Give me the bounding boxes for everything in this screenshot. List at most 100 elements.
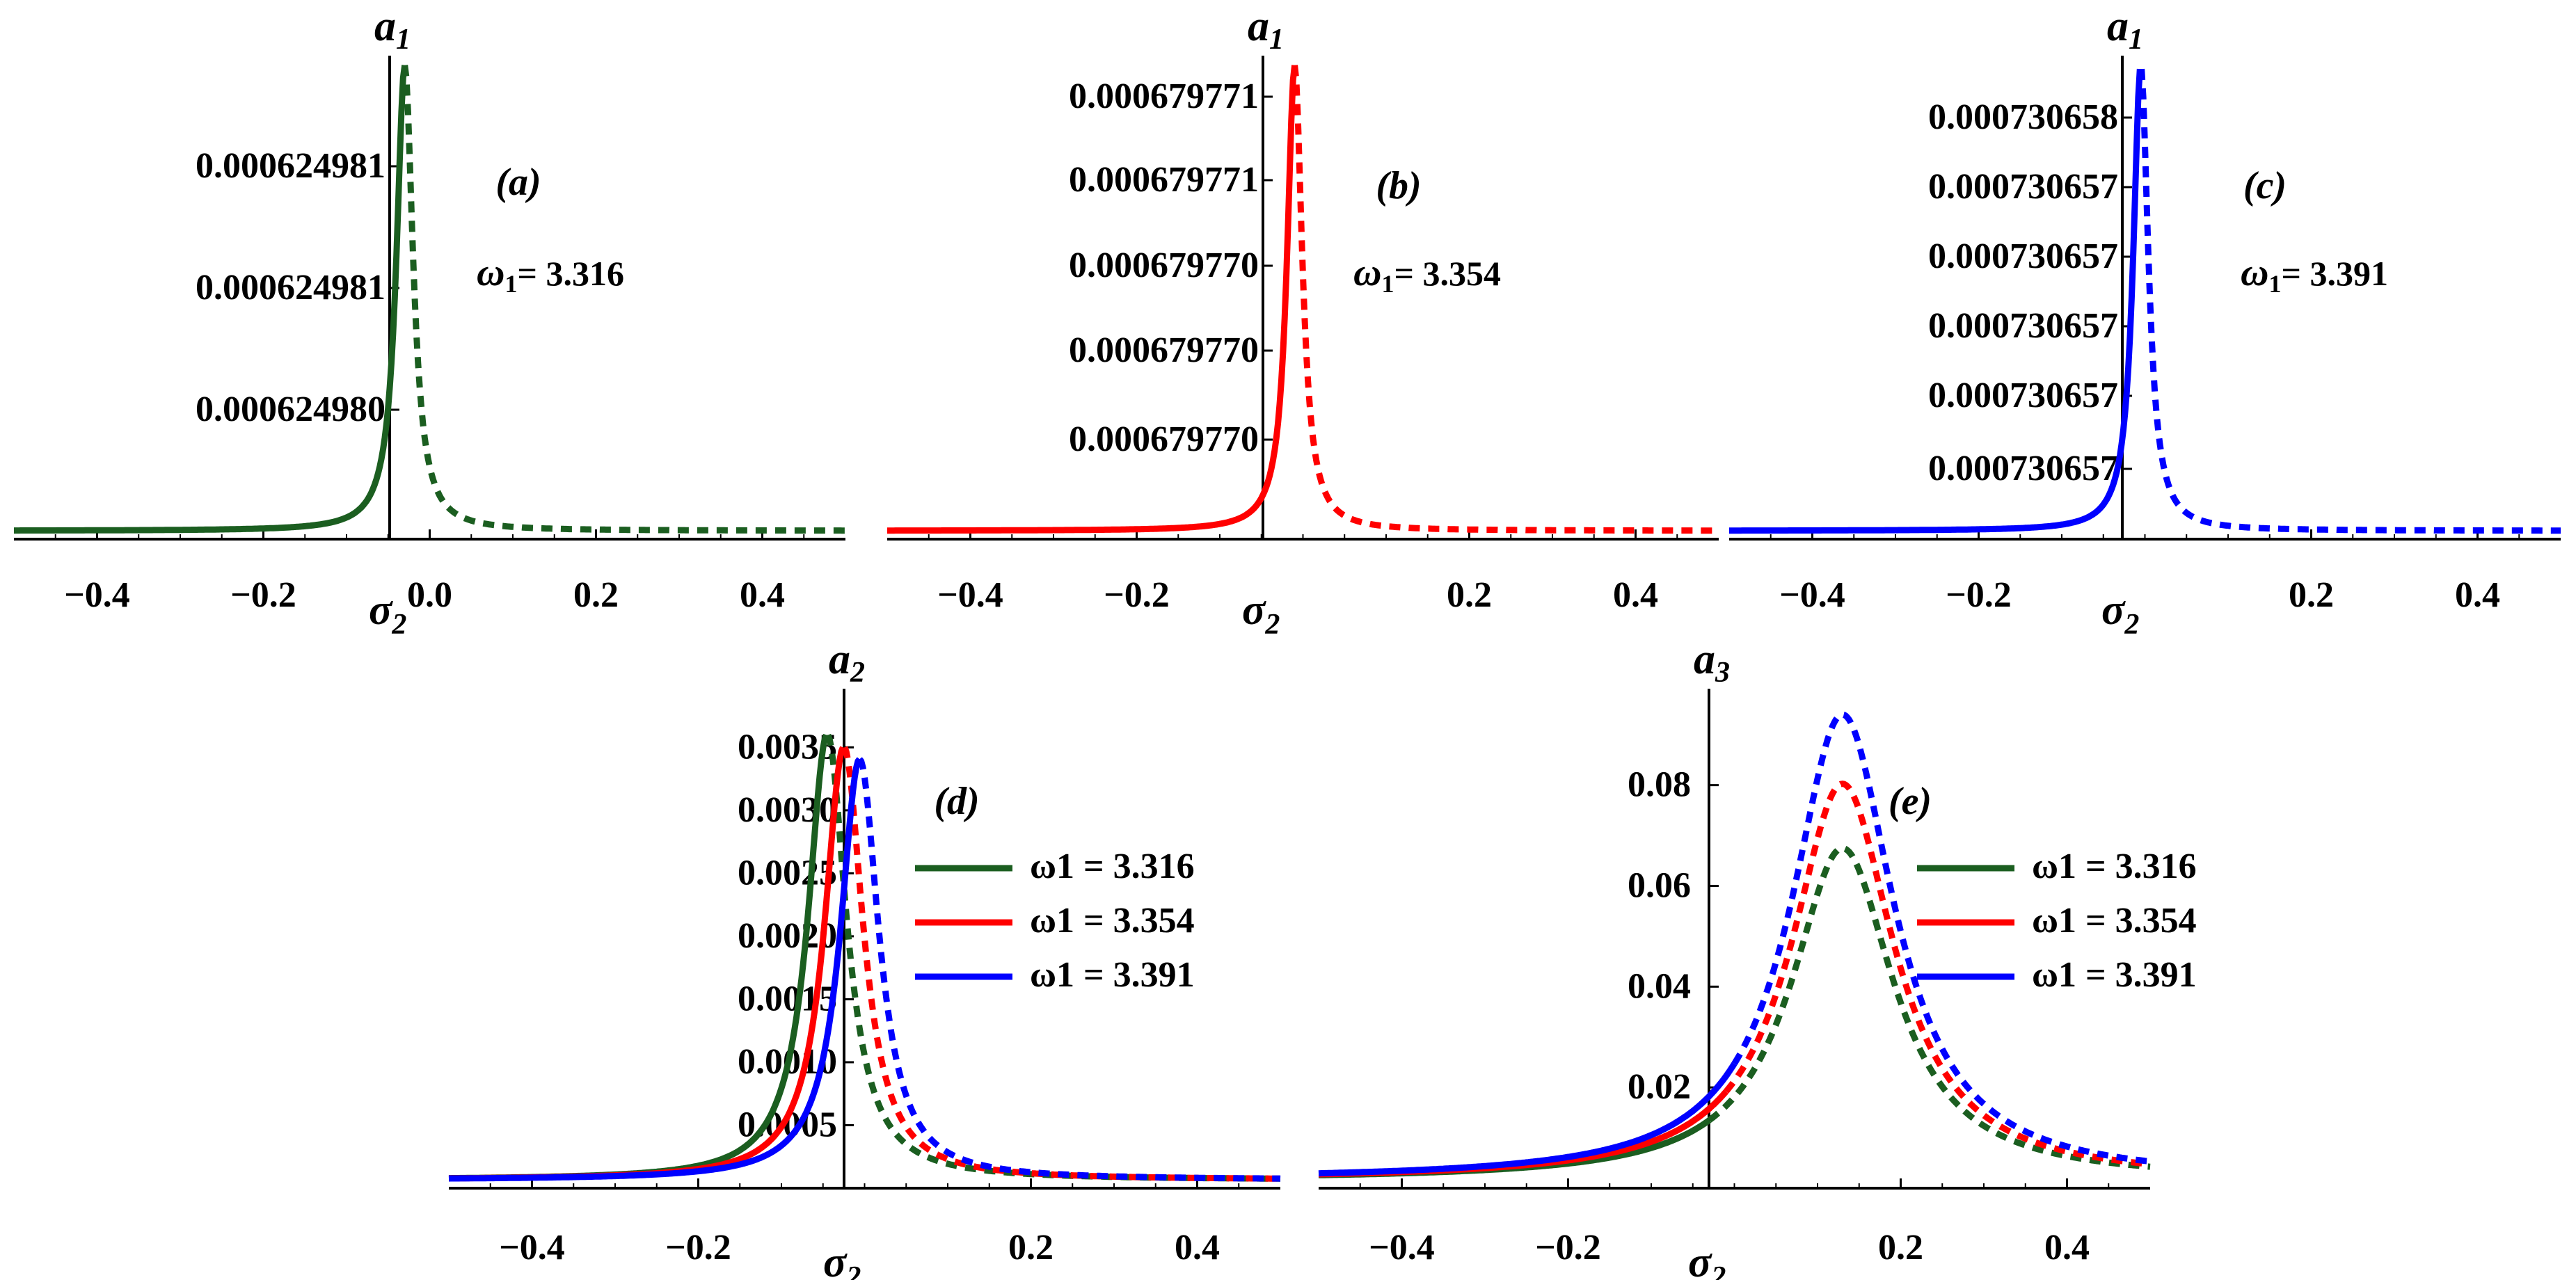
omega-sub: 1 xyxy=(505,270,518,298)
y-axis-symbol: a xyxy=(2107,3,2129,50)
x-tick-label: −0.2 xyxy=(665,1228,731,1267)
x-tick-label: 0.2 xyxy=(1447,575,1492,615)
y-tick-label: 0.000679771 xyxy=(1069,77,1259,116)
x-tick-label: 0.4 xyxy=(1175,1228,1220,1267)
panel-a: −0.4 −0.2 0.0 0.2 0.4σ2a10.0006249810.000624… xyxy=(12,3,845,641)
x-tick-label: −0.2 xyxy=(1104,575,1170,615)
series-1-unstable xyxy=(1291,65,1719,534)
x-axis-sub: 2 xyxy=(1710,1261,1726,1280)
series-1-stable xyxy=(885,65,1298,534)
y-axis-name: a1 xyxy=(2107,3,2143,56)
x-axis-symbol: σ xyxy=(2101,586,2126,634)
y-axis-sub: 2 xyxy=(850,657,865,689)
x-tick-label: 0.2 xyxy=(1008,1228,1054,1267)
x-tick-label: 0.4 xyxy=(1613,575,1658,615)
y-tick-label: 0.000730657 xyxy=(1928,237,2118,276)
y-tick-label: 0.000624981 xyxy=(196,268,385,307)
omega-symbol: ω xyxy=(2241,251,2269,294)
x-axis-symbol: σ xyxy=(369,586,393,634)
x-axis-symbol: σ xyxy=(1242,586,1266,634)
y-axis-name: a3 xyxy=(1694,636,1730,689)
y-tick-label: 0.000679771 xyxy=(1069,160,1259,200)
legend-label: ω1 = 3.354 xyxy=(1030,901,1195,941)
panel-c: −0.4 −0.2 0.2 0.4σ2a10.0007306580.000730657… xyxy=(1727,3,2561,641)
panel-tag: (e) xyxy=(1889,780,1932,823)
x-tick-label: −0.4 xyxy=(499,1228,565,1267)
x-tick-label: 0.0 xyxy=(407,575,452,615)
omega-value: = 3.354 xyxy=(1394,254,1502,293)
y-tick-label: 0.06 xyxy=(1628,865,1691,905)
x-axis-name: σ2 xyxy=(2101,586,2139,641)
y-axis-sub: 1 xyxy=(2129,24,2143,56)
x-tick-label: 0.2 xyxy=(2289,575,2334,615)
omega-symbol: ω xyxy=(1353,251,1382,294)
x-tick-label: −0.2 xyxy=(1946,575,2012,615)
legend-label: ω1 = 3.316 xyxy=(2032,847,2197,886)
x-tick-label: 0.4 xyxy=(740,575,785,615)
y-tick-label: 0.000730657 xyxy=(1928,449,2118,488)
omega-annotation: ω1= 3.316 xyxy=(477,251,624,298)
y-tick-label: 0.04 xyxy=(1628,966,1691,1006)
x-axis-name: σ2 xyxy=(369,586,406,641)
panel-tag: (d) xyxy=(934,780,979,823)
y-axis-name: a2 xyxy=(829,636,865,689)
x-tick-label: −0.2 xyxy=(230,575,296,615)
series-1-unstable xyxy=(1707,845,2151,1170)
y-axis-symbol: a xyxy=(1694,636,1715,683)
y-tick-label: 0.000679770 xyxy=(1069,419,1259,459)
y-tick-label: 0.0025 xyxy=(738,853,837,893)
x-axis-name: σ2 xyxy=(823,1239,861,1280)
x-axis-symbol: σ xyxy=(1688,1239,1712,1280)
y-tick-label: 0.000679770 xyxy=(1069,246,1259,285)
x-tick-label: −0.4 xyxy=(64,575,130,615)
y-tick-label: 0.000730657 xyxy=(1928,306,2118,346)
panel-d: −0.4 −0.2 0.2 0.4σ2a20.00050.00100.00150.00… xyxy=(447,636,1281,1280)
y-tick-label: 0.0030 xyxy=(738,790,837,830)
series-3-unstable xyxy=(857,757,1281,1182)
y-tick-label: 0.08 xyxy=(1628,765,1691,805)
series-3-unstable xyxy=(1731,711,2151,1165)
y-axis-symbol: a xyxy=(374,3,396,50)
omega-annotation: ω1= 3.391 xyxy=(2241,251,2388,298)
series-2-unstable xyxy=(1724,781,2151,1167)
legend-label: ω1 = 3.316 xyxy=(1030,847,1195,886)
x-tick-label: 0.2 xyxy=(1878,1228,1923,1267)
x-axis-name: σ2 xyxy=(1688,1239,1726,1280)
x-tick-label: 0.4 xyxy=(2455,575,2500,615)
series-3-stable xyxy=(1317,1062,1738,1177)
y-tick-label: 0.000730657 xyxy=(1928,376,2118,415)
x-tick-label: −0.4 xyxy=(1369,1228,1435,1267)
y-axis-sub: 3 xyxy=(1715,657,1730,689)
y-axis-name: a1 xyxy=(1248,3,1284,56)
y-tick-label: 0.000730657 xyxy=(1928,167,2118,207)
omega-value: = 3.391 xyxy=(2282,254,2389,293)
y-axis-name: a1 xyxy=(374,3,411,56)
panel-tag: (c) xyxy=(2243,164,2287,207)
y-axis-sub: 1 xyxy=(1269,24,1284,56)
omega-symbol: ω xyxy=(477,251,505,294)
x-tick-label: −0.2 xyxy=(1535,1228,1601,1267)
y-tick-label: 0.02 xyxy=(1628,1067,1691,1107)
x-axis-sub: 2 xyxy=(845,1261,861,1280)
y-axis-symbol: a xyxy=(1248,3,1269,50)
x-tick-label: 0.2 xyxy=(573,575,619,615)
legend-label: ω1 = 3.391 xyxy=(2032,955,2197,995)
panel-tag: (a) xyxy=(495,161,541,204)
legend-label: ω1 = 3.354 xyxy=(2032,901,2197,941)
y-tick-label: 0.000624981 xyxy=(196,146,385,186)
x-axis-sub: 2 xyxy=(1264,609,1280,641)
series-1-unstable xyxy=(401,65,845,534)
panel-tag: (b) xyxy=(1376,164,1421,207)
omega-value: = 3.316 xyxy=(518,254,625,293)
x-tick-label: 0.4 xyxy=(2044,1228,2090,1267)
y-tick-label: 0.000730658 xyxy=(1928,97,2118,137)
omega-sub: 1 xyxy=(2269,270,2282,298)
legend-label: ω1 = 3.391 xyxy=(1030,955,1195,995)
y-axis-symbol: a xyxy=(829,636,850,683)
series-2-unstable xyxy=(841,746,1280,1182)
omega-sub: 1 xyxy=(1382,270,1394,298)
x-axis-name: σ2 xyxy=(1242,586,1280,641)
x-axis-sub: 2 xyxy=(391,609,406,641)
y-axis-sub: 1 xyxy=(396,24,411,56)
